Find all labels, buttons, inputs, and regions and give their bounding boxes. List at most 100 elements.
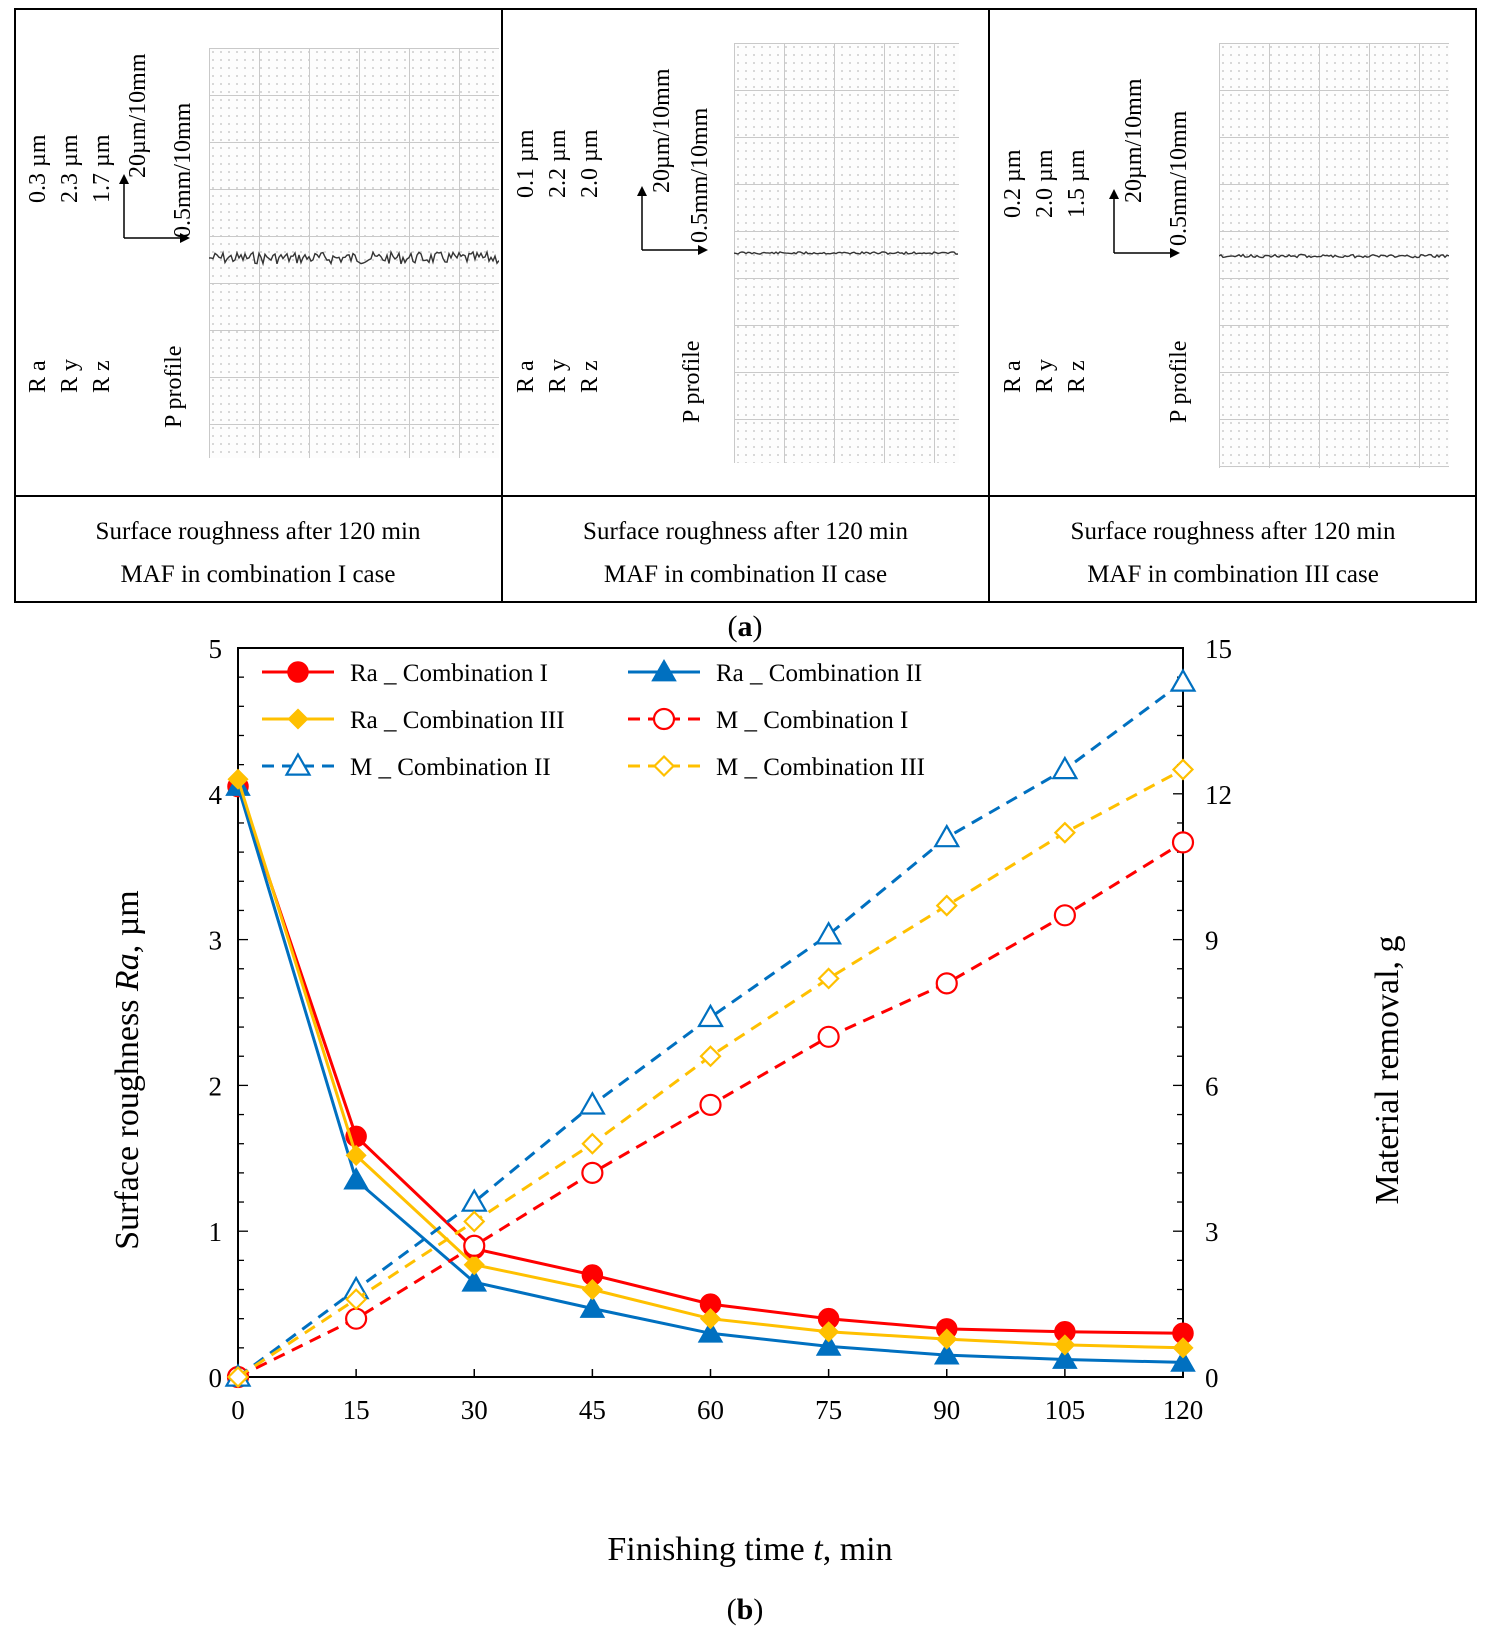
y-tick-label: 1 xyxy=(209,1217,223,1247)
profile-label: P profile xyxy=(1166,340,1192,423)
x-tick-label: 75 xyxy=(815,1395,842,1425)
data-point xyxy=(1171,758,1195,781)
profile-cell-1: R a R y R z 0.3 µm 2.3 µm 1.7 µm P profi… xyxy=(14,8,502,588)
legend-item: Ra _ Combination II xyxy=(628,658,922,687)
panel-a-label-close: ) xyxy=(752,610,763,643)
data-point xyxy=(1052,1346,1078,1369)
series-3 xyxy=(227,768,1194,1359)
legend-label: Ra _ Combination I xyxy=(350,660,548,687)
data-point xyxy=(1171,831,1195,854)
data-point xyxy=(815,1333,842,1356)
y-tick-label: 2 xyxy=(209,1071,223,1101)
legend-item: M _ Combination I xyxy=(628,707,908,734)
legend-label: M _ Combination III xyxy=(716,754,925,781)
caption-line-2: MAF in combination III case xyxy=(1087,561,1379,588)
data-point xyxy=(1170,1349,1196,1372)
y-tick-label: 5 xyxy=(209,640,223,664)
legend-swatch-marker xyxy=(651,658,677,682)
scale-arrow-icon xyxy=(119,174,190,243)
profile-grid-3 xyxy=(1219,43,1449,468)
surface-profile-table: R a R y R z 0.3 µm 2.3 µm 1.7 µm P profi… xyxy=(14,8,1477,603)
series-2 xyxy=(225,773,1196,1372)
data-point xyxy=(699,1093,722,1116)
legend-label: Ra _ Combination II xyxy=(716,660,922,687)
param-label-ra: R a xyxy=(1000,360,1026,393)
param-label-rz: R z xyxy=(89,360,115,393)
caption-line-1: Surface roughness after 120 min xyxy=(95,518,421,545)
param-value-ra: 0.3 µm xyxy=(25,134,51,204)
legend-item: M _ Combination III xyxy=(628,754,925,781)
y-tick-label: 4 xyxy=(209,780,223,810)
x-tick-label: 120 xyxy=(1163,1395,1204,1425)
data-point xyxy=(1053,904,1076,927)
data-point xyxy=(815,921,843,945)
data-point xyxy=(697,1320,724,1343)
data-point xyxy=(1172,1337,1194,1359)
profile-cell-2: R a R y R z 0.1 µm 2.2 µm 2.0 µm P profi… xyxy=(502,8,989,588)
y2-tick-label: 12 xyxy=(1205,780,1232,810)
x-tick-label: 105 xyxy=(1045,1395,1086,1425)
x-tick-label: 15 xyxy=(343,1395,370,1425)
profile-trace-3 xyxy=(1219,253,1449,259)
param-label-ry: R y xyxy=(57,358,83,393)
y2-axis-title: Material removal, g xyxy=(1369,935,1406,1204)
data-point xyxy=(345,1307,368,1330)
y-tick-label: 0 xyxy=(209,1363,223,1393)
data-point xyxy=(697,1003,724,1028)
panel-b-label-open: ( xyxy=(726,1593,737,1626)
x-axis-title: Finishing time t, min xyxy=(607,1531,892,1568)
y2-tick-label: 0 xyxy=(1205,1363,1219,1393)
data-point xyxy=(463,1234,486,1257)
caption-line-2: MAF in combination I case xyxy=(120,561,396,588)
x-tick-label: 0 xyxy=(231,1395,245,1425)
y-axis-title: Surface roughness Ra, µm xyxy=(109,890,146,1250)
param-label-ra: R a xyxy=(513,360,539,393)
data-point xyxy=(699,1045,722,1068)
x-tick-label: 45 xyxy=(579,1395,606,1425)
param-label-rz: R z xyxy=(577,360,603,393)
series-layer xyxy=(224,668,1197,1389)
y2-tick-label: 3 xyxy=(1205,1217,1219,1247)
param-value-ry: 2.3 µm xyxy=(57,134,83,204)
series-6 xyxy=(226,758,1195,1389)
param-label-ry: R y xyxy=(545,358,571,393)
data-point xyxy=(818,1321,840,1343)
scale-vertical: 20µm/10mm xyxy=(125,53,151,179)
data-point xyxy=(933,823,961,848)
data-point xyxy=(1054,1334,1076,1356)
panel-b-label-letter: b xyxy=(736,1593,754,1626)
panel-a-label-open: ( xyxy=(727,610,738,643)
param-value-ry: 2.0 µm xyxy=(1032,149,1058,219)
data-point xyxy=(1053,821,1076,844)
param-value-ra: 0.1 µm xyxy=(513,129,539,199)
legend-item: M _ Combination II xyxy=(262,752,551,781)
profile-trace-2 xyxy=(734,250,959,256)
data-point xyxy=(581,1161,604,1184)
legend-label: M _ Combination I xyxy=(716,707,908,734)
panel-a-label-letter: a xyxy=(737,610,753,643)
data-point xyxy=(579,1295,606,1318)
legend: Ra _ Combination I Ra _ Combination II Ra … xyxy=(262,658,925,781)
param-label-ry: R y xyxy=(1032,358,1058,393)
param-label-rz: R z xyxy=(1064,360,1090,393)
param-value-rz: 2.0 µm xyxy=(577,129,603,199)
data-point xyxy=(581,1132,604,1155)
y-tick-label: 3 xyxy=(209,926,223,956)
x-tick-label: 90 xyxy=(933,1395,960,1425)
series-line xyxy=(237,768,1184,1379)
data-point xyxy=(343,1167,369,1190)
legend-swatch-marker xyxy=(287,708,309,730)
x-tick-label: 30 xyxy=(461,1395,488,1425)
legend-swatch-marker xyxy=(287,661,309,683)
legend-swatch-marker xyxy=(284,752,312,776)
panel-b-label: (b) xyxy=(0,1593,1490,1627)
param-value-ra: 0.2 µm xyxy=(1000,149,1026,219)
data-point xyxy=(578,1091,606,1115)
legend-label: Ra _ Combination III xyxy=(350,707,565,734)
panel-a-label: (a) xyxy=(0,610,1490,644)
data-point xyxy=(933,1342,960,1365)
data-point xyxy=(227,768,249,790)
param-value-rz: 1.5 µm xyxy=(1064,149,1090,219)
series-line xyxy=(236,786,1184,1364)
